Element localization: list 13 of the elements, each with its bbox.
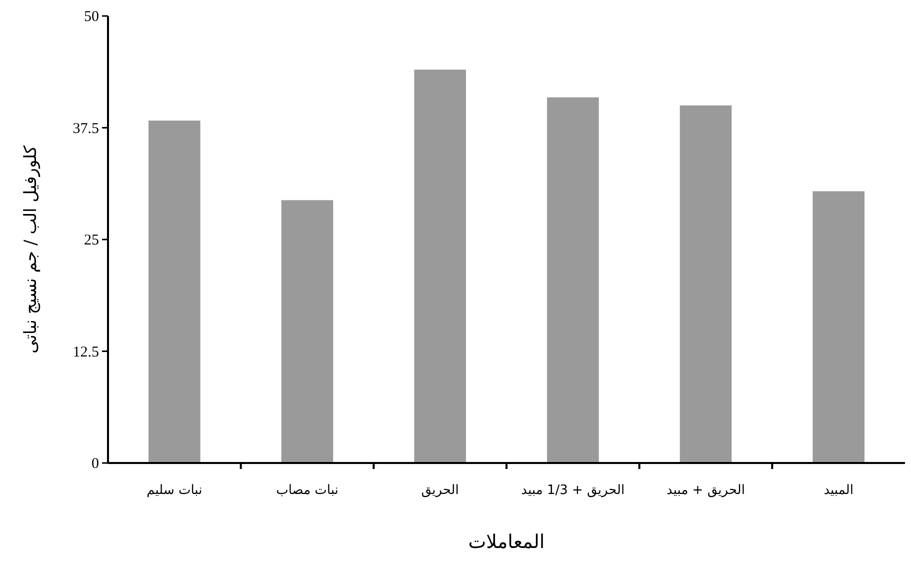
y-tick-label: 12.5 <box>72 344 99 360</box>
x-tick-label: الحريق <box>420 483 460 498</box>
y-tick-label: 37.5 <box>72 120 99 137</box>
y-tick-label: 0 <box>92 456 99 472</box>
x-tick-label: الحريق + مبيد <box>666 483 746 498</box>
x-axis-title: المعاملات <box>468 531 545 553</box>
x-tick-label: الحريق + 1/3 مبيد <box>520 483 626 498</box>
x-tick-label: المبيد <box>822 483 854 498</box>
y-tick-label: 50 <box>84 9 99 25</box>
y-tick-label: 25 <box>84 232 99 248</box>
x-tick-label: نبات مصاب <box>275 483 340 498</box>
y-axis-title: كلورفيل الب / جم نسيج نباتى <box>21 144 41 354</box>
x-tick-label: نبات سليم <box>146 483 204 498</box>
